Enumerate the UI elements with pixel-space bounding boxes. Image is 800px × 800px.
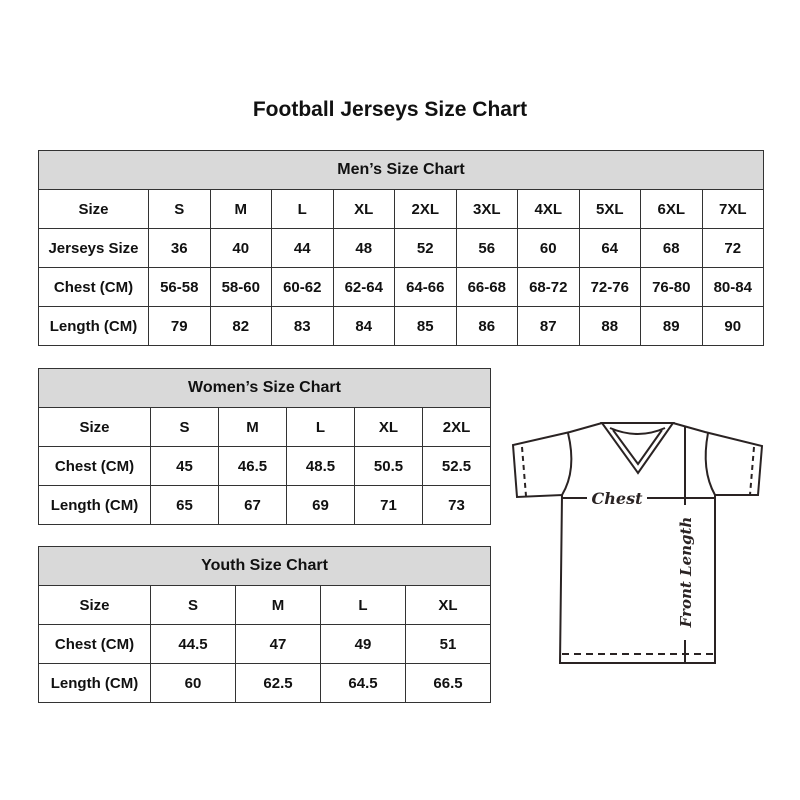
table-cell: 62.5 [235,663,321,703]
table-cell: 64 [578,228,641,268]
table-cell: L [271,189,334,229]
table-cell: 87 [517,306,580,346]
table-row: Length (CM) 65 67 69 71 73 [38,485,491,525]
table-cell: 5XL [578,189,641,229]
table-cell: 72-76 [578,267,641,307]
table-row: Jerseys Size 36 40 44 48 52 56 60 64 68 72 [38,228,764,268]
table-cell: 85 [394,306,457,346]
table-row: Size S M L XL [38,585,491,625]
front-length-label: Front Length [677,517,695,629]
table-cell: 48 [332,228,395,268]
table-cell: M [235,585,321,625]
table-cell: 52 [394,228,457,268]
table-cell: 66-68 [455,267,518,307]
row-label: Size [38,585,151,625]
table-cell: 6XL [640,189,703,229]
womens-size-table: Women’s Size Chart Size S M L XL 2XL Chest (CM)… [38,368,491,525]
youth-size-table: Youth Size Chart Size S M L XL Chest (CM) 44.5 4… [38,546,491,703]
table-row: Size S M L XL 2XL 3XL 4XL 5XL 6XL 7XL [38,189,764,229]
row-label: Chest (CM) [38,267,149,307]
table-cell: 62-64 [332,267,395,307]
table-cell: 76-80 [640,267,703,307]
table-cell: 72 [701,228,764,268]
table-cell: 73 [422,485,491,525]
table-cell: 60 [150,663,236,703]
row-label: Chest (CM) [38,624,151,664]
page-title: Football Jerseys Size Chart [252,98,528,121]
table-cell: S [148,189,211,229]
table-cell: 3XL [455,189,518,229]
jersey-measurement-diagram: Chest Front Length [511,422,764,664]
table-cell: L [320,585,406,625]
table-cell: 60 [517,228,580,268]
table-cell: XL [405,585,491,625]
table-cell: 40 [209,228,272,268]
row-label: Jerseys Size [38,228,149,268]
table-cell: 36 [148,228,211,268]
table-cell: 60-62 [271,267,334,307]
chest-label: Chest [592,489,644,508]
table-cell: 56-58 [148,267,211,307]
table-row: Size S M L XL 2XL [38,407,491,447]
row-label: Length (CM) [38,663,151,703]
collar [600,422,675,475]
table-cell: 67 [218,485,287,525]
row-label: Size [38,189,149,229]
table-row: Length (CM) 60 62.5 64.5 66.5 [38,663,491,703]
table-cell: 68-72 [517,267,580,307]
table-cell: S [150,585,236,625]
table-cell: 86 [455,306,518,346]
table-cell: 89 [640,306,703,346]
table-cell: 84 [332,306,395,346]
table-cell: 7XL [701,189,764,229]
table-cell: 47 [235,624,321,664]
table-row: Length (CM) 79 82 83 84 85 86 87 88 89 90 [38,306,764,346]
table-cell: 64-66 [394,267,457,307]
table-cell: 4XL [517,189,580,229]
table-cell: 44 [271,228,334,268]
table-cell: 66.5 [405,663,491,703]
table-cell: 49 [320,624,406,664]
table-cell: 83 [271,306,334,346]
table-cell: 44.5 [150,624,236,664]
table-cell: 64.5 [320,663,406,703]
table-cell: 51 [405,624,491,664]
table-heading: Men’s Size Chart [38,150,764,190]
table-cell: 45 [150,446,219,486]
table-cell: 82 [209,306,272,346]
row-label: Size [38,407,151,447]
table-cell: XL [354,407,423,447]
mens-size-table: Men’s Size Chart Size S M L XL 2XL 3XL 4XL 5XL 6XL… [38,150,764,346]
row-label: Chest (CM) [38,446,151,486]
table-cell: 71 [354,485,423,525]
table-cell: 52.5 [422,446,491,486]
table-heading: Youth Size Chart [38,546,491,586]
table-cell: 48.5 [286,446,355,486]
table-cell: L [286,407,355,447]
table-cell: 80-84 [701,267,764,307]
table-cell: 90 [701,306,764,346]
table-cell: 46.5 [218,446,287,486]
jersey-outline [511,422,764,664]
table-cell: M [218,407,287,447]
table-row: Chest (CM) 44.5 47 49 51 [38,624,491,664]
table-row: Chest (CM) 56-58 58-60 60-62 62-64 64-66 66-68… [38,267,764,307]
table-cell: S [150,407,219,447]
table-cell: 88 [578,306,641,346]
row-label: Length (CM) [38,306,149,346]
table-cell: 2XL [394,189,457,229]
table-cell: 50.5 [354,446,423,486]
table-heading: Women’s Size Chart [38,368,491,408]
table-cell: 58-60 [209,267,272,307]
table-cell: 65 [150,485,219,525]
table-cell: XL [332,189,395,229]
table-cell: 56 [455,228,518,268]
table-cell: 69 [286,485,355,525]
row-label: Length (CM) [38,485,151,525]
table-cell: 68 [640,228,703,268]
table-row: Chest (CM) 45 46.5 48.5 50.5 52.5 [38,446,491,486]
table-cell: M [209,189,272,229]
table-cell: 79 [148,306,211,346]
table-cell: 2XL [422,407,491,447]
